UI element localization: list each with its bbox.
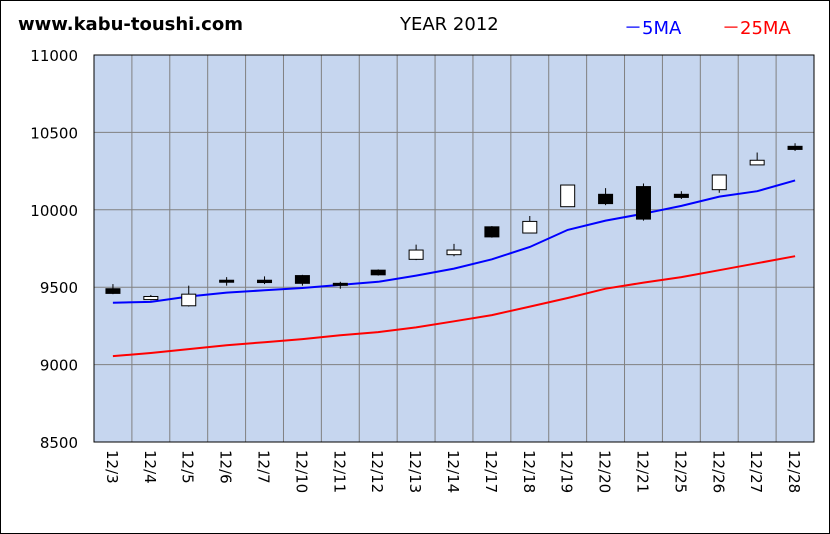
candle-body — [635, 186, 651, 220]
x-tick-label: 12/14 — [444, 450, 462, 493]
x-tick-label: 12/11 — [330, 450, 348, 493]
candle-body — [332, 282, 348, 286]
candle-body — [143, 295, 159, 301]
x-tick-label: 12/17 — [482, 450, 500, 493]
x-tick-label: 12/28 — [785, 450, 803, 493]
candle-body — [446, 249, 462, 256]
ma-line-25ma — [112, 255, 796, 358]
y-tick-label: 9000 — [40, 357, 78, 375]
legend-5ma: －5MA — [624, 18, 682, 39]
candle-body — [408, 249, 424, 260]
x-tick-label: 12/21 — [633, 450, 651, 493]
x-tick-label: 12/6 — [217, 450, 235, 484]
legend-25ma: －25MA — [722, 18, 791, 39]
x-tick-label: 12/13 — [406, 450, 424, 493]
site-url: www.kabu-toushi.com — [18, 14, 243, 35]
x-tick-label: 12/5 — [179, 450, 197, 484]
x-tick-label: 12/18 — [520, 450, 538, 493]
x-tick-label: 12/10 — [292, 450, 310, 493]
x-tick-label: 12/19 — [558, 450, 576, 493]
candle-body — [522, 220, 538, 234]
candle-body — [787, 145, 803, 150]
candle-body — [294, 275, 310, 284]
candle-body — [370, 269, 386, 276]
candle-body — [181, 293, 197, 307]
candle-body — [598, 193, 614, 205]
candle-body — [560, 184, 576, 208]
x-tick-label: 12/4 — [141, 450, 159, 484]
plot-border — [93, 54, 815, 443]
y-tick-label: 8500 — [40, 434, 78, 452]
x-tick-label: 12/3 — [103, 450, 121, 484]
candle-body — [257, 279, 273, 284]
candle-body — [219, 279, 235, 283]
x-tick-label: 12/25 — [671, 450, 689, 493]
x-tick-label: 12/12 — [368, 450, 386, 493]
y-tick-label: 9500 — [40, 279, 78, 297]
y-tick-label: 10000 — [30, 202, 78, 220]
x-tick-label: 12/7 — [255, 450, 273, 484]
chart-title: YEAR 2012 — [400, 14, 499, 35]
x-tick-label: 12/20 — [596, 450, 614, 493]
candle-body — [711, 174, 727, 191]
candle-body — [484, 226, 500, 238]
candle-body — [105, 288, 121, 294]
y-tick-label: 10500 — [30, 124, 78, 142]
x-tick-label: 12/26 — [709, 450, 727, 493]
y-tick-label: 11000 — [30, 47, 78, 65]
ma-line-5ma — [112, 179, 796, 304]
x-tick-label: 12/27 — [747, 450, 765, 493]
candle-body — [749, 159, 765, 166]
candle-body — [673, 193, 689, 198]
